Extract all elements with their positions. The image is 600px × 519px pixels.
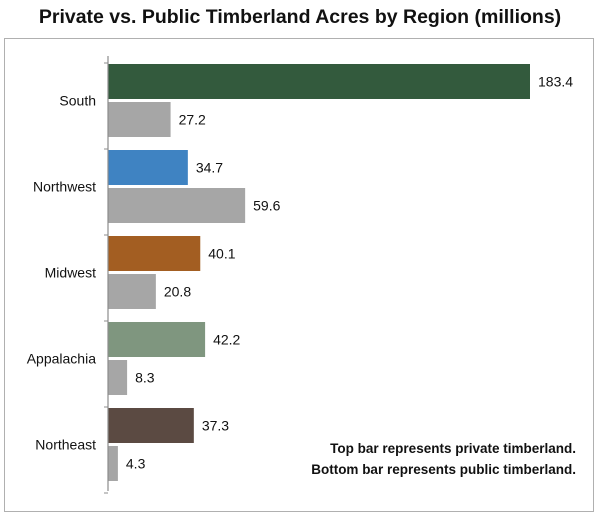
bar-northeast-private bbox=[108, 408, 194, 443]
category-label-northwest: Northwest bbox=[33, 179, 96, 195]
chart-frame bbox=[4, 38, 594, 512]
category-label-midwest: Midwest bbox=[45, 265, 96, 281]
bar-appalachia-public bbox=[108, 360, 128, 395]
bar-south-public bbox=[108, 102, 171, 137]
bar-south-private bbox=[108, 64, 530, 99]
value-label-northwest-private: 34.7 bbox=[196, 160, 223, 176]
bar-northeast-public bbox=[108, 446, 118, 481]
value-label-south-private: 183.4 bbox=[538, 74, 573, 90]
note-public: Bottom bar represents public timberland. bbox=[311, 462, 576, 477]
chart-title: Private vs. Public Timberland Acres by R… bbox=[38, 6, 562, 28]
value-label-northeast-private: 37.3 bbox=[202, 418, 229, 434]
value-label-midwest-private: 40.1 bbox=[208, 246, 235, 262]
value-label-northwest-public: 59.6 bbox=[253, 198, 280, 214]
bar-midwest-public bbox=[108, 274, 156, 309]
category-label-northeast: Northeast bbox=[35, 437, 96, 453]
value-label-northeast-public: 4.3 bbox=[126, 456, 146, 472]
bar-appalachia-private bbox=[108, 322, 206, 357]
value-label-appalachia-private: 42.2 bbox=[213, 332, 240, 348]
bar-midwest-private bbox=[108, 236, 201, 271]
note-private: Top bar represents private timberland. bbox=[330, 441, 576, 456]
value-label-appalachia-public: 8.3 bbox=[135, 370, 155, 386]
bar-northwest-public bbox=[108, 188, 246, 223]
bar-northwest-private bbox=[108, 150, 188, 185]
value-label-south-public: 27.2 bbox=[179, 112, 206, 128]
value-label-midwest-public: 20.8 bbox=[164, 284, 191, 300]
category-label-south: South bbox=[59, 93, 96, 109]
category-label-appalachia: Appalachia bbox=[27, 351, 96, 367]
